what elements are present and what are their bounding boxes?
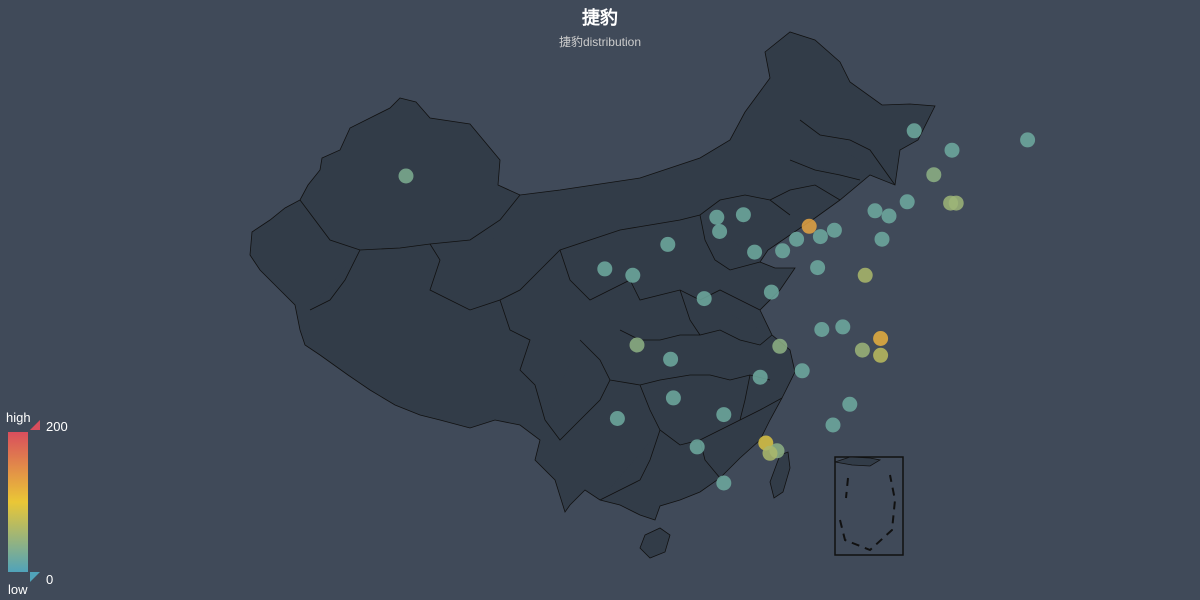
legend-min-value: 0 [46,572,54,587]
city-point[interactable] [629,337,645,353]
city-point[interactable] [854,342,870,358]
city-point[interactable] [625,267,641,283]
city-point[interactable] [826,222,842,238]
legend-min-handle[interactable] [30,572,40,582]
city-point[interactable] [398,168,414,184]
province-outlines [249,31,936,559]
city-point[interactable] [801,218,817,234]
city-point[interactable] [899,194,915,210]
city-point[interactable] [663,351,679,367]
city-point[interactable] [814,322,830,337]
legend-max-handle[interactable] [30,420,40,430]
legend-max-value: 200 [46,419,68,434]
city-point[interactable] [867,203,883,219]
city-point[interactable] [597,261,613,277]
chart-title: 捷豹 [582,8,618,28]
taiwan-island[interactable] [769,451,791,499]
chart-subtitle: 捷豹distribution [558,35,642,49]
visual-map-legend[interactable]: high 200 0 low [0,408,80,600]
south-china-sea-inset [834,456,904,556]
city-point[interactable] [857,267,873,283]
city-point[interactable] [772,338,788,354]
city-point[interactable] [696,291,712,307]
city-point[interactable] [812,229,828,245]
inset-island-dashes [839,474,897,552]
city-point[interactable] [709,209,725,225]
city-point[interactable] [810,260,826,276]
city-point[interactable] [775,243,791,259]
city-point[interactable] [1020,132,1036,148]
city-point[interactable] [752,369,768,385]
city-point[interactable] [689,439,705,455]
legend-low-label: low [8,582,28,597]
hainan-island[interactable] [639,527,671,559]
city-point[interactable] [789,231,805,247]
city-point[interactable] [835,319,851,335]
scatter-points[interactable] [398,123,1036,491]
legend-high-label: high [6,410,31,425]
city-point[interactable] [948,195,964,211]
city-point[interactable] [762,445,778,461]
city-point[interactable] [763,284,779,300]
city-point[interactable] [873,347,889,363]
city-point[interactable] [712,224,728,239]
city-point[interactable] [944,142,960,158]
city-point[interactable] [874,231,890,247]
city-point[interactable] [747,244,763,260]
city-point[interactable] [881,208,897,224]
city-point[interactable] [926,167,942,183]
city-point[interactable] [906,123,922,139]
city-point[interactable] [660,236,676,252]
city-point[interactable] [665,390,681,406]
city-point[interactable] [825,417,841,433]
city-point[interactable] [609,411,625,426]
city-point[interactable] [794,363,810,379]
city-point[interactable] [716,407,732,423]
inset-coast [834,456,882,467]
city-point[interactable] [873,331,889,346]
city-point[interactable] [842,396,858,412]
legend-color-bar[interactable] [8,432,28,572]
city-point[interactable] [735,207,751,223]
city-point[interactable] [716,475,732,491]
